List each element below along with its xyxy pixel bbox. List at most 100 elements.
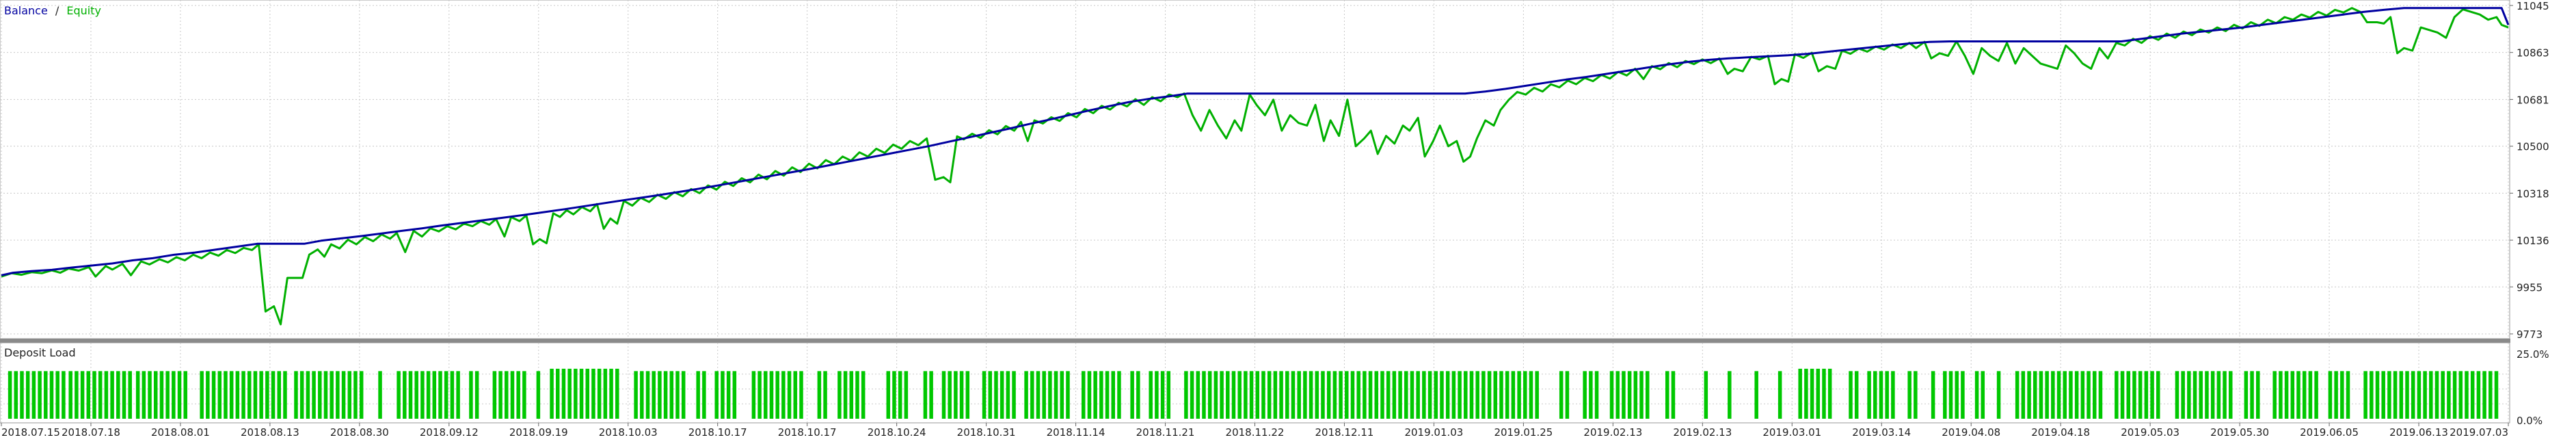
deposit-load-bar [1867, 371, 1871, 419]
deposit-load-bar [781, 371, 786, 419]
deposit-load-bar [1386, 371, 1391, 419]
x-tick-label: 2018.11.14 [1047, 426, 1105, 439]
deposit-load-bar [229, 371, 234, 419]
deposit-load-bar [2334, 371, 2338, 419]
deposit-load-bar [2223, 371, 2227, 419]
deposit-load-bar [1665, 371, 1669, 419]
deposit-load-bar [75, 371, 79, 419]
deposit-load-bar [591, 368, 595, 419]
x-tick-label: 2019.07.03 [2450, 426, 2508, 439]
deposit-load-bar [536, 371, 541, 419]
deposit-load-bar [1255, 371, 1260, 419]
deposit-load-bar [681, 371, 686, 419]
deposit-load-bar [1082, 371, 1086, 419]
deposit-load-bar [669, 371, 674, 419]
deposit-load-bar [1030, 371, 1034, 419]
deposit-load-bar [1166, 371, 1171, 419]
deposit-load-bar [1249, 371, 1254, 419]
deposit-load-bar [609, 368, 613, 419]
deposit-load-bar [68, 371, 72, 419]
y-tick-label: 11045 [2517, 0, 2549, 12]
deposit-load-bar [1326, 371, 1331, 419]
deposit-load-bar [211, 371, 216, 419]
deposit-load-bar [347, 371, 352, 419]
deposit-load-bar [359, 371, 364, 419]
deposit-load-bar [2279, 371, 2283, 419]
deposit-load-bar [1332, 371, 1337, 419]
deposit-load-bar [1422, 371, 1426, 419]
deposit-load-bar [2039, 371, 2043, 419]
deposit-y-tick-label: 0.0% [2517, 415, 2543, 427]
deposit-load-bar [353, 371, 358, 419]
deposit-load-bar [2138, 371, 2143, 419]
deposit-load-bar [450, 371, 455, 419]
deposit-load-bar [306, 371, 310, 419]
x-tick-label: 2019.03.14 [1852, 426, 1911, 439]
deposit-load-bar [1810, 368, 1814, 419]
deposit-load-bar [999, 371, 1004, 419]
deposit-load-bar [1671, 371, 1676, 419]
deposit-load-bar [1380, 371, 1384, 419]
deposit-load-bar [1475, 371, 1479, 419]
deposit-load-bar [954, 371, 958, 419]
deposit-load-bar [2447, 371, 2451, 419]
deposit-load-bar [2494, 371, 2499, 419]
deposit-load-bar [148, 371, 152, 419]
deposit-load-bar [2175, 371, 2179, 419]
deposit-load-bar [732, 371, 737, 419]
deposit-load-bar [1633, 371, 1638, 419]
deposit-y-tick-label: 25.0% [2517, 348, 2549, 361]
deposit-load-bar [1816, 368, 1821, 419]
deposit-load-bar [1220, 371, 1224, 419]
deposit-load-bar [403, 371, 407, 419]
deposit-load-bars [8, 368, 2499, 419]
deposit-load-bar [663, 371, 668, 419]
deposit-load-bar [2150, 371, 2154, 419]
deposit-load-bar [456, 371, 460, 419]
deposit-load-bar [2080, 371, 2085, 419]
deposit-load-bar [1149, 371, 1153, 419]
deposit-load-bar [1202, 371, 1206, 419]
deposit-load-bar [1955, 371, 1959, 419]
deposit-load-bar [1105, 371, 1110, 419]
x-tick-label: 2018.10.24 [868, 426, 926, 439]
deposit-load-bar [837, 371, 842, 419]
deposit-load-bar [522, 371, 526, 419]
deposit-load-bar [1464, 371, 1468, 419]
deposit-load-bar [397, 371, 401, 419]
x-tick-label: 2019.02.13 [1583, 426, 1642, 439]
deposit-load-bar [2033, 371, 2037, 419]
deposit-load-bar [1315, 371, 1319, 419]
y-tick-label: 9773 [2517, 328, 2543, 341]
x-tick-label: 2018.11.21 [1136, 426, 1195, 439]
deposit-load-bar [1487, 371, 1492, 419]
deposit-load-bar [25, 371, 30, 419]
deposit-load-bar [929, 371, 933, 419]
deposit-load-bar [948, 371, 952, 419]
y-tick-label: 10500 [2517, 141, 2549, 153]
deposit-load-bar [2488, 371, 2493, 419]
deposit-load-bar [714, 371, 719, 419]
deposit-load-bar [177, 371, 182, 419]
deposit-load-bar [2210, 371, 2215, 419]
legend: Balance / Equity [4, 4, 101, 17]
deposit-load-bar [2458, 371, 2463, 419]
equity-line [1, 7, 2509, 326]
deposit-load-bar [510, 371, 515, 419]
deposit-load-bar [241, 371, 245, 419]
deposit-load-bar [634, 371, 638, 419]
deposit-load-bar [799, 371, 803, 419]
deposit-load-bar [1309, 371, 1313, 419]
deposit-load-bar [1207, 371, 1212, 419]
deposit-load-bar [2302, 371, 2307, 419]
deposit-load-bar [1231, 371, 1236, 419]
deposit-load-bar [1854, 371, 1859, 419]
x-axis-labels: 2018.07.15 2018.07.18 2018.08.01 2018.08.13… [1, 423, 2509, 439]
deposit-load-bar [49, 371, 54, 419]
deposit-load-bar [1704, 371, 1708, 419]
x-tick-label: 2019.02.13 [1673, 426, 1732, 439]
deposit-load-bar [787, 371, 792, 419]
y-axis-labels: 11045 10863 10681 10500 10318 10136 9955 9773 25… [2510, 0, 2549, 427]
deposit-load-bar [505, 371, 509, 419]
deposit-load-bar [165, 371, 170, 419]
